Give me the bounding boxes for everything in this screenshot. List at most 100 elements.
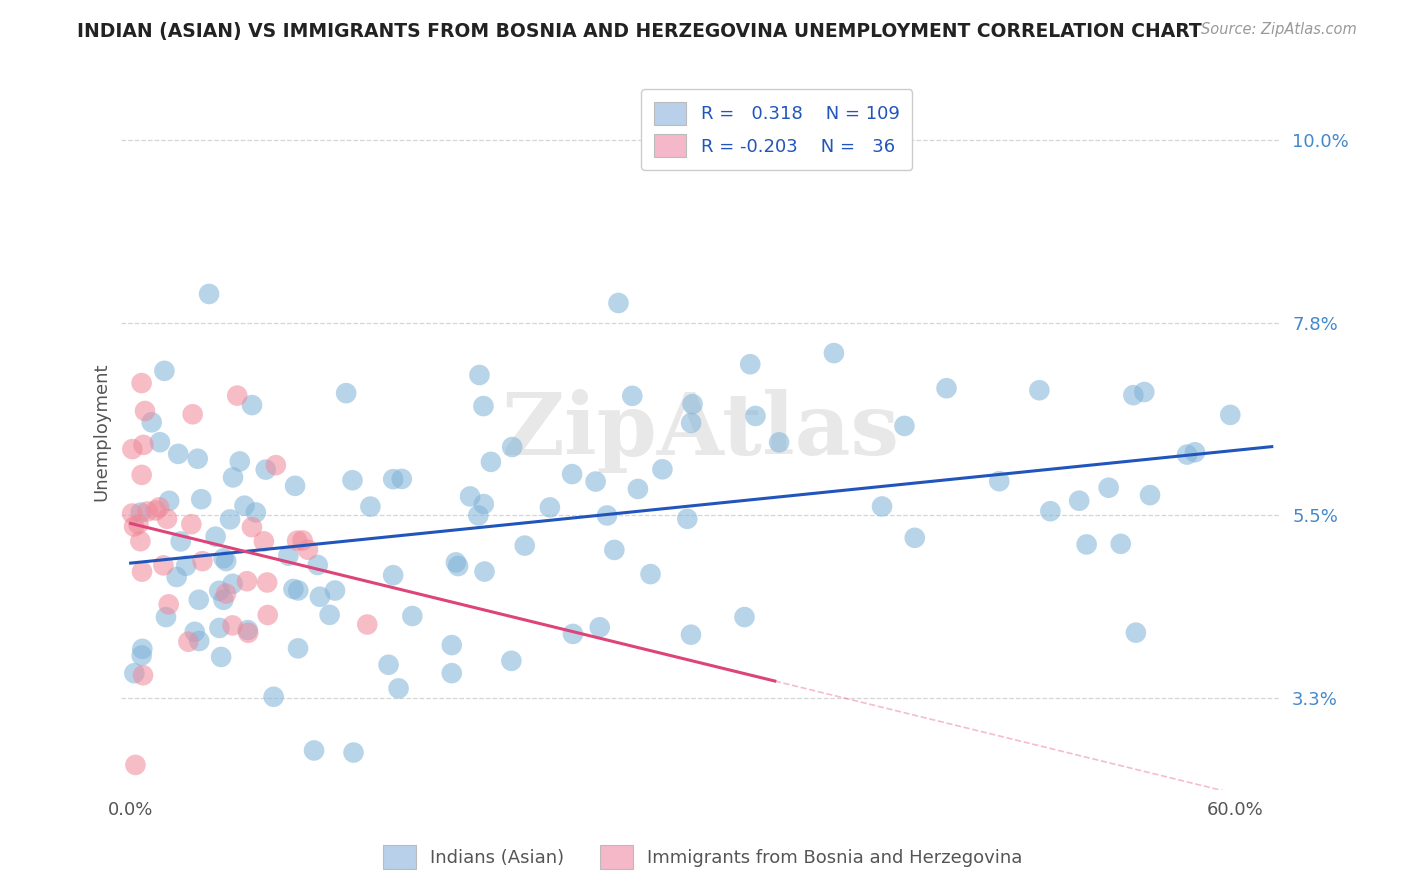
Point bbox=[318, 607, 340, 622]
Point bbox=[190, 492, 212, 507]
Point bbox=[152, 558, 174, 573]
Point bbox=[219, 512, 242, 526]
Point bbox=[285, 533, 308, 548]
Point bbox=[284, 479, 307, 493]
Point bbox=[124, 666, 146, 681]
Point bbox=[153, 364, 176, 378]
Point bbox=[468, 368, 491, 382]
Point bbox=[734, 610, 756, 624]
Point bbox=[538, 500, 561, 515]
Point bbox=[254, 462, 277, 476]
Point bbox=[382, 472, 405, 486]
Point bbox=[1109, 537, 1132, 551]
Point bbox=[1028, 383, 1050, 397]
Point bbox=[121, 442, 143, 456]
Point bbox=[744, 409, 766, 423]
Point bbox=[187, 592, 209, 607]
Point bbox=[904, 531, 927, 545]
Point bbox=[215, 586, 238, 600]
Point bbox=[129, 534, 152, 549]
Point bbox=[208, 621, 231, 635]
Point bbox=[640, 567, 662, 582]
Point bbox=[156, 512, 179, 526]
Point bbox=[277, 549, 299, 563]
Point bbox=[129, 506, 152, 520]
Point bbox=[177, 634, 200, 648]
Point bbox=[240, 520, 263, 534]
Point bbox=[603, 543, 626, 558]
Point bbox=[1039, 504, 1062, 518]
Point bbox=[356, 617, 378, 632]
Point bbox=[191, 554, 214, 568]
Point bbox=[127, 517, 149, 532]
Point bbox=[377, 657, 399, 672]
Point bbox=[132, 438, 155, 452]
Point bbox=[387, 681, 409, 696]
Point bbox=[170, 534, 193, 549]
Point bbox=[309, 590, 332, 604]
Point bbox=[124, 758, 146, 772]
Point bbox=[221, 576, 243, 591]
Point bbox=[1139, 488, 1161, 502]
Point bbox=[287, 641, 309, 656]
Point bbox=[1122, 388, 1144, 402]
Point bbox=[359, 500, 381, 514]
Point bbox=[479, 455, 502, 469]
Point bbox=[335, 386, 357, 401]
Point bbox=[472, 497, 495, 511]
Point bbox=[157, 598, 180, 612]
Point bbox=[283, 582, 305, 596]
Point bbox=[297, 542, 319, 557]
Point bbox=[263, 690, 285, 704]
Point bbox=[187, 451, 209, 466]
Point bbox=[870, 500, 893, 514]
Y-axis label: Unemployment: Unemployment bbox=[93, 362, 110, 500]
Text: ZipAtlas: ZipAtlas bbox=[502, 390, 900, 474]
Point bbox=[236, 623, 259, 637]
Point bbox=[212, 592, 235, 607]
Text: Source: ZipAtlas.com: Source: ZipAtlas.com bbox=[1201, 22, 1357, 37]
Point bbox=[238, 625, 260, 640]
Point bbox=[180, 517, 202, 532]
Point bbox=[444, 555, 467, 569]
Point bbox=[209, 649, 232, 664]
Point bbox=[264, 458, 287, 472]
Point bbox=[342, 746, 364, 760]
Point bbox=[256, 575, 278, 590]
Point bbox=[474, 565, 496, 579]
Point bbox=[155, 610, 177, 624]
Point bbox=[607, 296, 630, 310]
Point bbox=[513, 539, 536, 553]
Point bbox=[440, 638, 463, 652]
Legend: R =   0.318    N = 109, R = -0.203    N =   36: R = 0.318 N = 109, R = -0.203 N = 36 bbox=[641, 89, 912, 169]
Point bbox=[174, 558, 197, 573]
Point bbox=[229, 454, 252, 468]
Point bbox=[253, 534, 276, 549]
Point bbox=[401, 609, 423, 624]
Point bbox=[131, 467, 153, 482]
Point bbox=[131, 648, 153, 663]
Point bbox=[1175, 448, 1198, 462]
Point bbox=[121, 507, 143, 521]
Point bbox=[1219, 408, 1241, 422]
Point bbox=[221, 618, 243, 632]
Point bbox=[893, 418, 915, 433]
Point bbox=[215, 554, 238, 568]
Text: INDIAN (ASIAN) VS IMMIGRANTS FROM BOSNIA AND HERZEGOVINA UNEMPLOYMENT CORRELATIO: INDIAN (ASIAN) VS IMMIGRANTS FROM BOSNIA… bbox=[77, 22, 1202, 41]
Point bbox=[188, 634, 211, 648]
Point bbox=[679, 628, 702, 642]
Point bbox=[287, 583, 309, 598]
Point bbox=[226, 389, 249, 403]
Point bbox=[561, 467, 583, 482]
Point bbox=[148, 500, 170, 515]
Point bbox=[256, 607, 278, 622]
Point bbox=[1076, 537, 1098, 551]
Point bbox=[132, 668, 155, 682]
Point bbox=[134, 404, 156, 418]
Point bbox=[141, 415, 163, 429]
Point bbox=[1069, 493, 1091, 508]
Point bbox=[596, 508, 619, 523]
Point bbox=[935, 381, 957, 395]
Point bbox=[342, 473, 364, 487]
Point bbox=[681, 416, 703, 430]
